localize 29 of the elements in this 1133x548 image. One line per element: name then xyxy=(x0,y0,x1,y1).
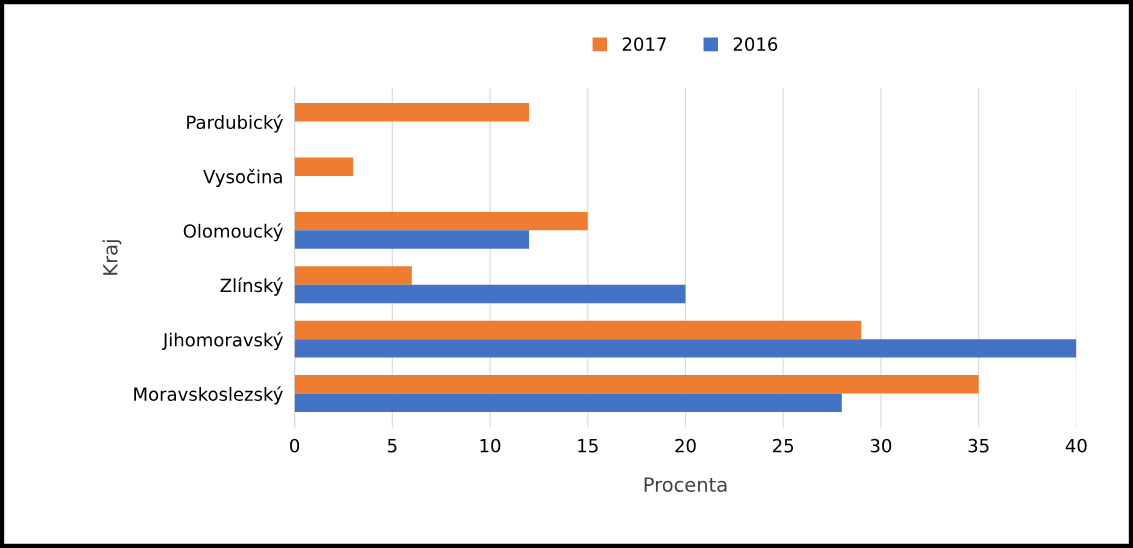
x-tick-label: 5 xyxy=(387,439,397,453)
x-tick-label: 15 xyxy=(578,439,598,453)
bar xyxy=(294,339,1077,358)
x-tick-label: 10 xyxy=(480,438,501,453)
bar xyxy=(294,103,530,122)
x-tick-label: 40 xyxy=(1065,438,1087,453)
y-tick-label: Zlínský xyxy=(220,277,283,296)
y-tick-label: Jihomoravský xyxy=(162,331,283,351)
bar xyxy=(294,375,979,394)
y-tick-label: Pardubický xyxy=(187,114,283,133)
bar xyxy=(294,393,842,412)
x-tick-label: 0 xyxy=(290,438,300,453)
x-tick-label: 20 xyxy=(675,438,696,453)
y-tick-label: Vysočina xyxy=(203,168,282,187)
y-tick-label: Moravskoslezský xyxy=(134,386,283,405)
bar xyxy=(294,211,588,231)
bar xyxy=(294,230,530,249)
x-tick-label: 30 xyxy=(870,438,892,453)
x-tick-label: 25 xyxy=(773,438,794,453)
legend-label: 2017 xyxy=(622,37,666,51)
x-tick-label: 35 xyxy=(968,438,989,453)
y-tick-label: Olomoucký xyxy=(183,223,283,242)
bar xyxy=(294,284,686,304)
bar xyxy=(294,157,354,176)
bar xyxy=(294,266,412,285)
bar xyxy=(294,320,862,340)
y-axis-title: Kraj xyxy=(102,240,122,275)
legend-label: 2016 xyxy=(733,37,778,51)
x-axis-title: Procenta xyxy=(644,477,727,492)
